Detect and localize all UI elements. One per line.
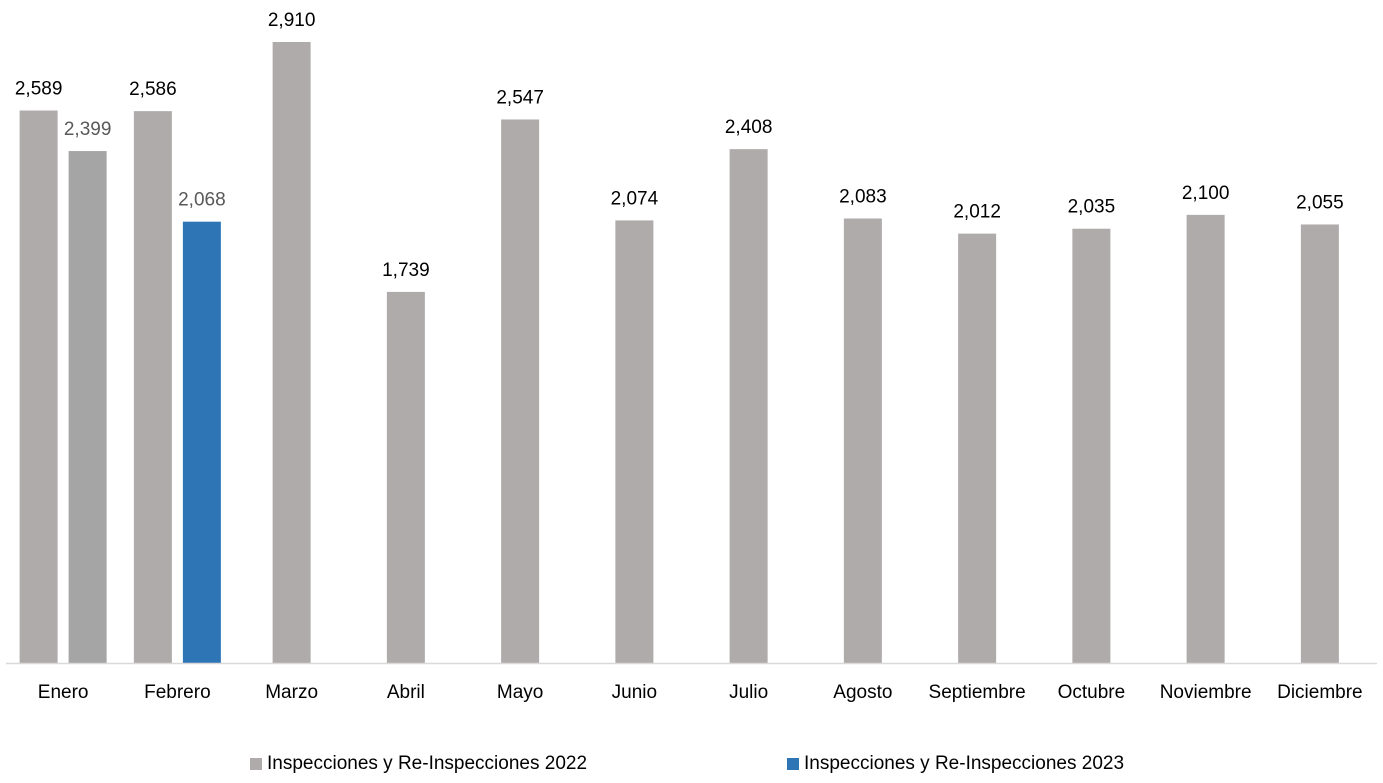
bar-2022-febrero (133, 111, 172, 663)
x-tick-label-abril: Abril (387, 682, 425, 703)
data-label-2022-junio: 2,074 (611, 188, 659, 209)
x-tick-label-mayo: Mayo (497, 682, 543, 703)
x-tick-label-noviembre: Noviembre (1160, 682, 1252, 703)
x-tick-label-febrero: Febrero (144, 682, 211, 703)
data-label-2022-abril: 1,739 (382, 260, 430, 281)
bar-2022-noviembre (1186, 214, 1225, 664)
legend-swatch-2023 (787, 758, 799, 770)
data-label-2022-marzo: 2,910 (268, 10, 316, 31)
data-label-2022-agosto: 2,083 (839, 186, 887, 207)
data-label-2022-mayo: 2,547 (496, 87, 544, 108)
legend-item-2023: Inspecciones y Re-Inspecciones 2023 (787, 753, 1124, 775)
legend: Inspecciones y Re-Inspecciones 2022 Insp… (0, 753, 1383, 783)
bar-2022-septiembre (958, 233, 997, 663)
bar-2022-diciembre (1300, 224, 1339, 664)
data-label-2022-enero: 2,589 (15, 79, 63, 100)
legend-swatch-2022 (250, 758, 262, 770)
x-tick-label-septiembre: Septiembre (929, 682, 1026, 703)
x-tick-label-julio: Julio (729, 682, 768, 703)
data-label-2022-septiembre: 2,012 (953, 202, 1001, 223)
x-tick-label-junio: Junio (612, 682, 657, 703)
bar-2022-octubre (1072, 228, 1111, 663)
legend-label-2022: Inspecciones y Re-Inspecciones 2022 (267, 753, 588, 774)
data-label-2023-febrero: 2,068 (178, 190, 226, 211)
category-labels: Enero Febrero Marzo Abril Mayo Junio Julio Agos… (38, 682, 1363, 703)
data-label-2022-diciembre: 2,055 (1296, 192, 1344, 213)
data-label-2022-julio: 2,408 (725, 117, 773, 138)
x-tick-label-enero: Enero (38, 682, 89, 703)
x-tick-label-diciembre: Diciembre (1277, 682, 1363, 703)
bar-2023-enero (68, 151, 107, 663)
series-2022-bars (19, 42, 1339, 664)
x-tick-label-agosto: Agosto (833, 682, 892, 703)
bar-2022-junio (615, 220, 654, 664)
bar-2022-marzo (272, 42, 311, 663)
data-label-2022-noviembre: 2,100 (1182, 183, 1230, 204)
bar-2022-mayo (501, 119, 540, 663)
bar-2022-enero (19, 110, 58, 663)
legend-item-2022: Inspecciones y Re-Inspecciones 2022 (250, 753, 587, 775)
data-label-2022-octubre: 2,035 (1068, 197, 1116, 218)
bar-2023-febrero (182, 221, 221, 663)
data-label-2023-enero: 2,399 (64, 119, 112, 140)
bar-2022-julio (729, 149, 768, 664)
legend-label-2023: Inspecciones y Re-Inspecciones 2023 (804, 753, 1125, 774)
bar-2022-agosto (843, 218, 882, 663)
x-tick-label-marzo: Marzo (265, 682, 318, 703)
x-tick-label-octubre: Octubre (1058, 682, 1126, 703)
series-2023-bars (68, 151, 221, 663)
bar-2022-abril (386, 291, 425, 663)
data-label-2022-febrero: 2,586 (129, 79, 177, 100)
